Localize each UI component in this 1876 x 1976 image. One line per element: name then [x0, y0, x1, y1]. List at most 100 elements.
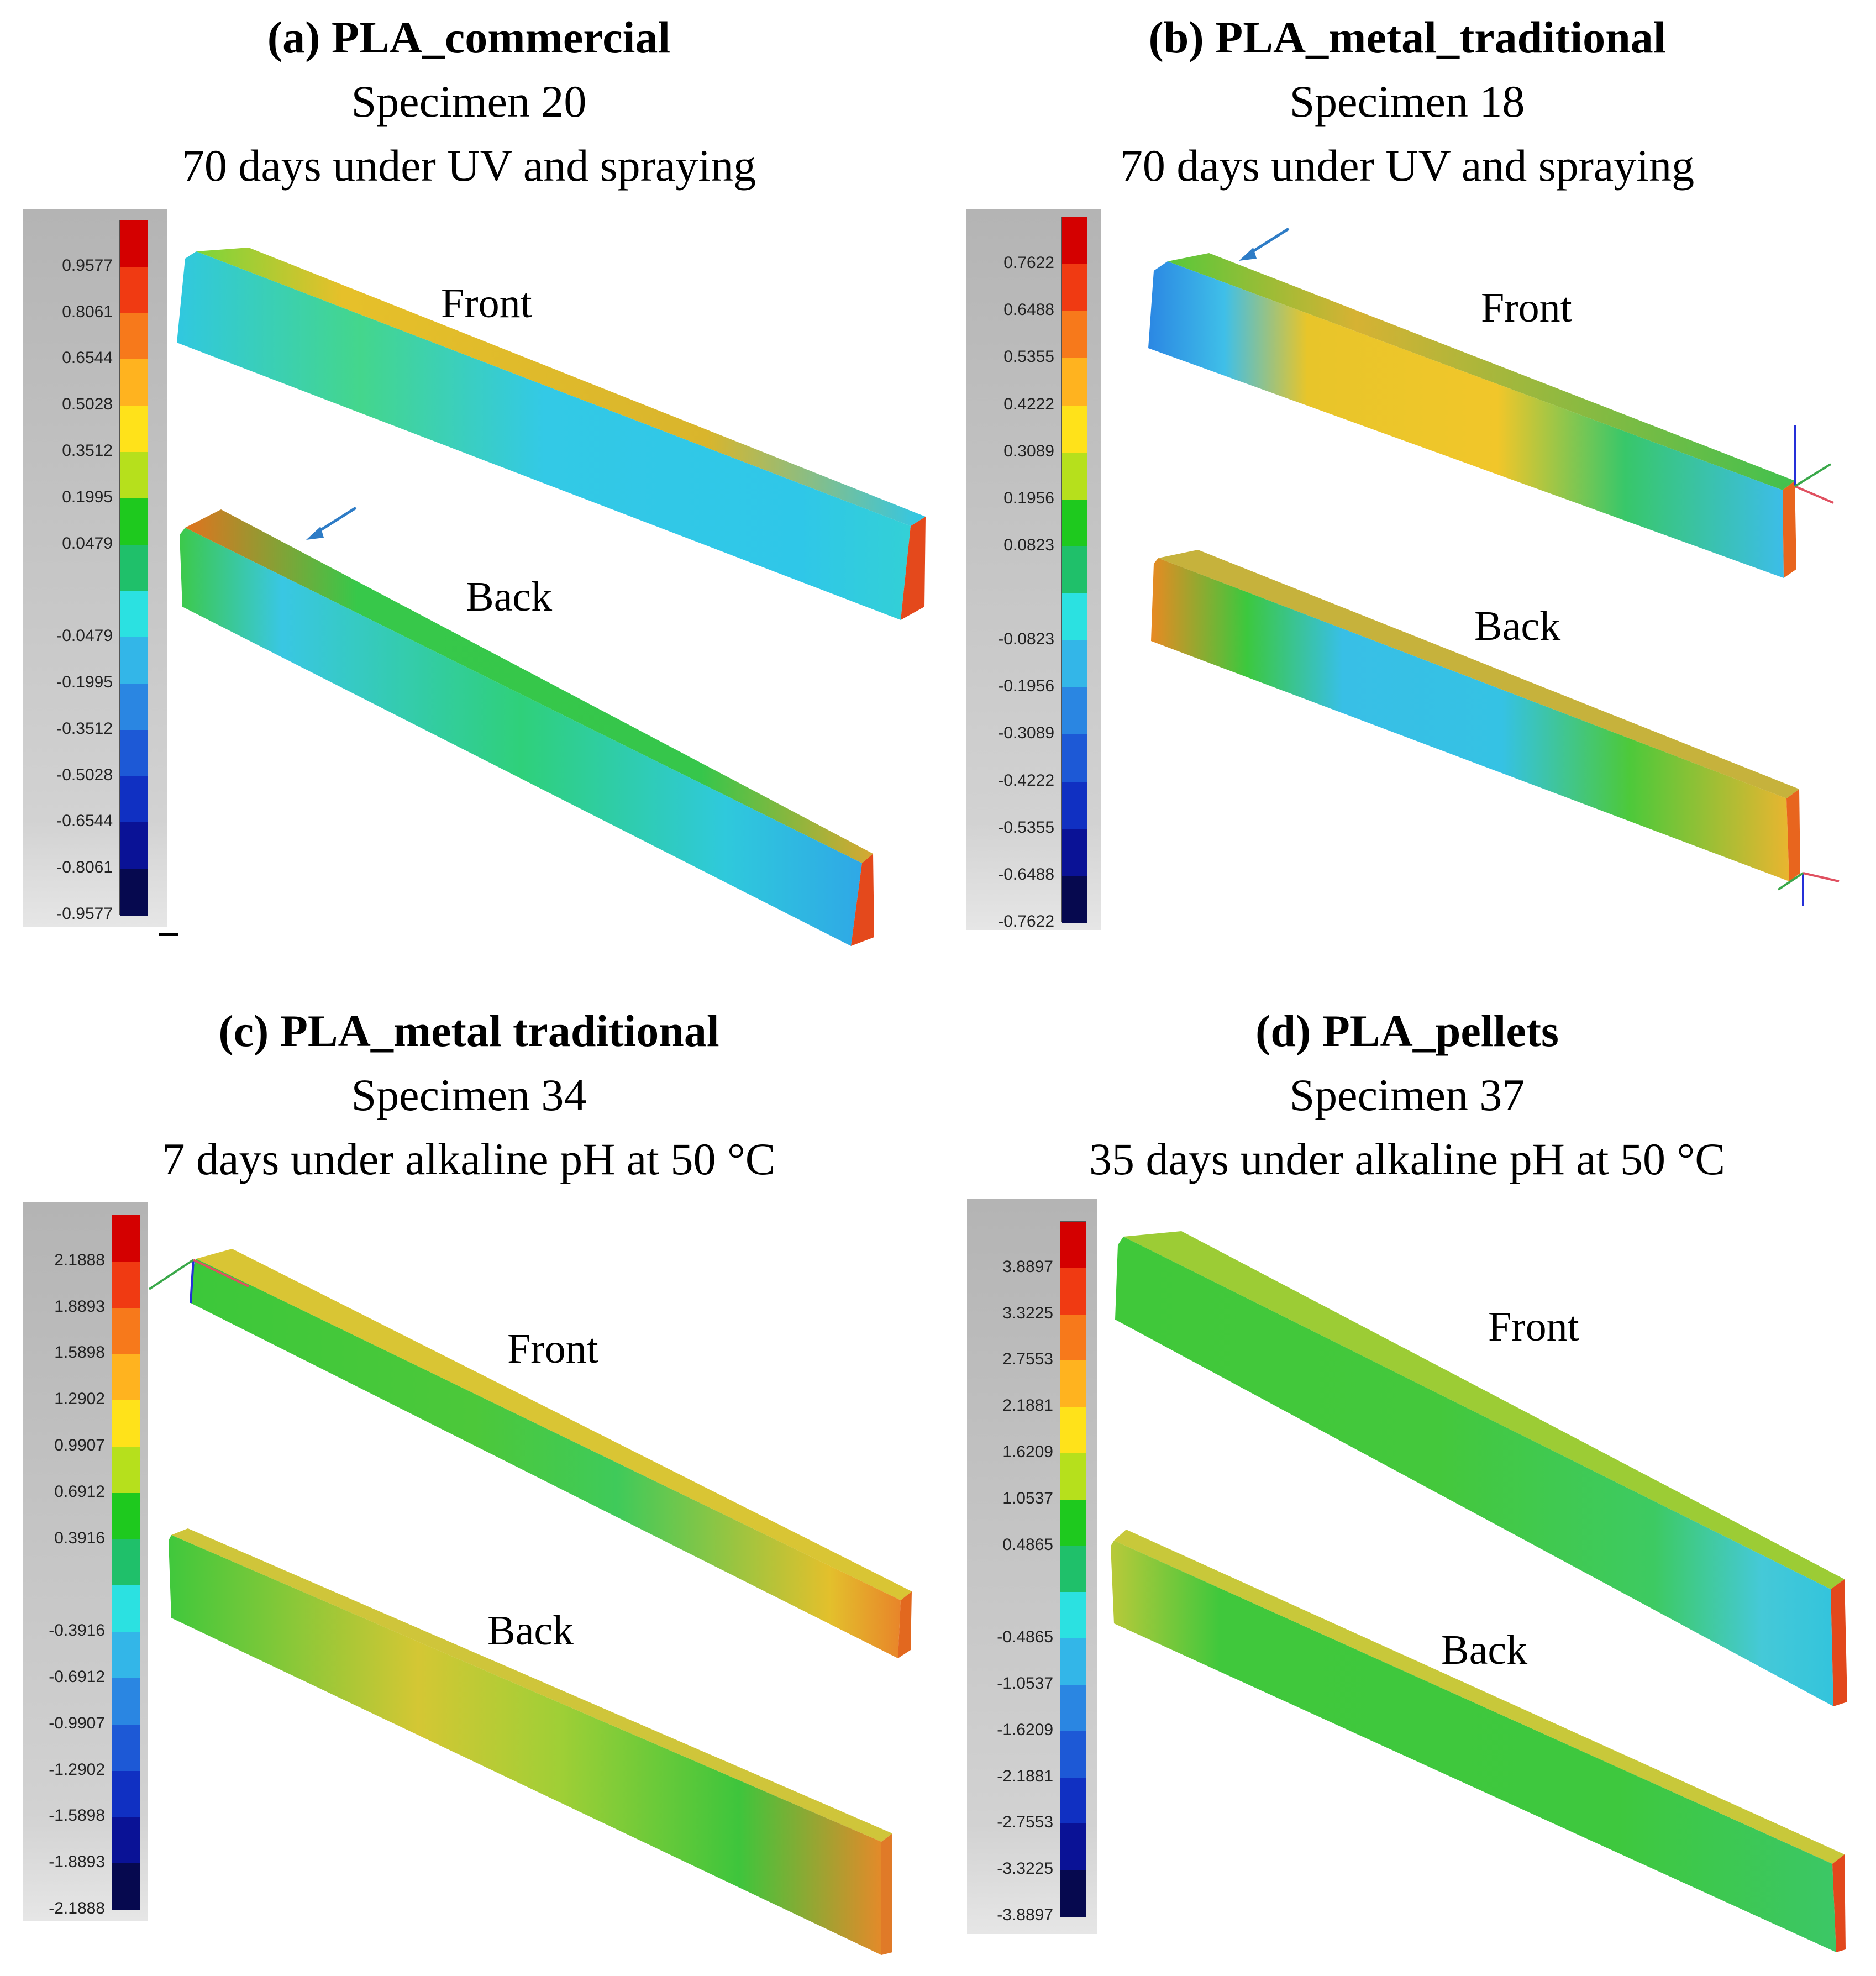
scale-tick-label: 0.9907: [54, 1436, 105, 1454]
scale-segment: [112, 1817, 140, 1864]
scale-segment: [1060, 1407, 1086, 1454]
scale-segment: [120, 591, 148, 638]
scale-tick-label: -0.3089: [998, 724, 1054, 743]
scale-tick-label: -0.1995: [56, 673, 113, 691]
scale-tick-label: -0.8061: [56, 858, 113, 877]
scale-tick-label: -0.0479: [56, 627, 113, 645]
scale-tick-label: -2.1881: [997, 1767, 1053, 1785]
scale-segment: [1060, 1360, 1086, 1408]
axis-triad-icon: [148, 1259, 249, 1304]
panel-c-back-face: [169, 1535, 881, 1955]
panel-b-back-end: [1786, 789, 1800, 881]
scale-tick-label: -0.7622: [998, 912, 1054, 931]
scale-segment: [1062, 640, 1087, 689]
scale-segment: [1060, 1268, 1086, 1315]
scale-segment: [120, 869, 148, 916]
scale-segment: [1062, 405, 1087, 453]
scale-tick-label: -0.5355: [998, 818, 1054, 837]
scale-segment: [112, 1539, 140, 1586]
panel-c-back-top: [171, 1528, 892, 1842]
scale-segment: [112, 1492, 140, 1540]
scale-segment: [112, 1585, 140, 1633]
panel-d-front-label: Front: [1488, 1304, 1579, 1350]
panel-d-back-top: [1114, 1530, 1845, 1864]
scale-segment: [112, 1447, 140, 1494]
axis-triad-icon: [1777, 425, 1840, 906]
scale-tick-label: 0.3512: [62, 442, 113, 460]
scale-tick-label: 0.6912: [54, 1482, 105, 1501]
scale-segment: [1062, 358, 1087, 406]
panel-b-front-face: [1148, 261, 1784, 578]
scale-tick-label: 0.9577: [62, 256, 113, 275]
scale-tick-label: 1.0537: [1002, 1489, 1053, 1507]
scale-tick-label: 0.5355: [1003, 348, 1054, 366]
scale-segment: [1062, 546, 1087, 595]
scale-tick-label: 2.1888: [54, 1250, 105, 1269]
scale-segment: [1060, 1823, 1086, 1871]
panel-c-scale-bar: [112, 1215, 140, 1910]
scale-tick-label: 1.2902: [54, 1390, 105, 1409]
scale-segment: [1062, 217, 1087, 265]
scale-segment: [1060, 1314, 1086, 1362]
panel-b-back-top: [1158, 550, 1799, 798]
scale-segment: [1062, 875, 1087, 923]
panel-b-specimen: Specimen 18: [1289, 76, 1525, 127]
panel-b: (b) PLA_metal_traditional Specimen 18 70…: [938, 0, 1876, 982]
scale-tick-label: 3.3225: [1002, 1304, 1053, 1322]
scale-tick-label: 0.0823: [1003, 535, 1054, 554]
scale-segment: [1062, 828, 1087, 876]
scale-tick-label: 0.0479: [62, 534, 113, 553]
scale-tick-label: 0.8061: [62, 302, 113, 321]
scale-tick-label: 0.1995: [62, 487, 113, 506]
scale-tick-label: -0.5028: [56, 765, 113, 784]
scale-tick-label: -1.6209: [997, 1720, 1053, 1739]
scale-segment: [1060, 1592, 1086, 1639]
panel-b-front-end: [1783, 481, 1796, 578]
scale-tick-label: -3.3225: [997, 1859, 1053, 1878]
scale-tick-label: -1.5898: [49, 1806, 105, 1825]
scale-segment: [120, 266, 148, 314]
scale-tick-label: -0.9577: [56, 905, 113, 923]
panel-b-color-scale: 0.7622 0.6488 0.5355 0.4222 0.3089 0.1956 0.08…: [966, 209, 1101, 931]
scale-segment: [112, 1400, 140, 1447]
scale-segment: [1060, 1499, 1086, 1547]
panel-c-back-end: [881, 1833, 892, 1955]
scale-segment: [1060, 1870, 1086, 1917]
scale-tick-label: 0.3089: [1003, 442, 1054, 460]
scale-tick-label: 0.7622: [1003, 254, 1054, 272]
scale-segment: [1062, 687, 1087, 735]
panel-a-color-scale: 0.9577 0.8061 0.6544 0.5028 0.3512 0.1995 0.04…: [23, 209, 167, 927]
scale-tick-label: 0.6488: [1003, 301, 1054, 319]
scale-tick-label: 0.3916: [54, 1528, 105, 1547]
scale-tick-label: -0.6912: [49, 1668, 105, 1686]
scale-tick-label: -0.9907: [49, 1714, 105, 1732]
scale-segment: [1062, 593, 1087, 642]
panel-b-back-label: Back: [1474, 603, 1561, 649]
panel-d-color-scale: 3.8897 3.3225 2.7553 2.1881 1.6209 1.0537 0.48…: [967, 1199, 1097, 1934]
panel-d-scale-bar: [1060, 1221, 1086, 1917]
panel-c-title: (c) PLA_metal traditional: [218, 1006, 719, 1056]
panel-d-front-end: [1831, 1579, 1847, 1706]
scale-segment: [1062, 734, 1087, 782]
panel-a-minus-mark: [159, 933, 178, 936]
scale-segment: [120, 684, 148, 731]
scale-tick-label: -1.8893: [49, 1853, 105, 1872]
panel-a-specimen: Specimen 20: [351, 76, 587, 127]
panel-b-specimen-image: [1148, 253, 1840, 906]
scale-segment: [1062, 452, 1087, 500]
scale-segment: [120, 776, 148, 823]
scale-segment: [120, 406, 148, 453]
scale-tick-label: -1.2902: [49, 1760, 105, 1779]
panel-b-scale-bar: [1061, 217, 1087, 923]
scale-segment: [120, 313, 148, 360]
scale-tick-label: -1.0537: [997, 1674, 1053, 1693]
scale-tick-label: 0.4865: [1002, 1535, 1053, 1554]
scale-segment: [112, 1354, 140, 1401]
panel-b-front-label: Front: [1481, 285, 1572, 331]
scale-segment: [112, 1261, 140, 1308]
scale-tick-label: 2.1881: [1002, 1396, 1053, 1415]
scale-tick-label: 1.8893: [54, 1297, 105, 1316]
scale-tick-label: 3.8897: [1002, 1257, 1053, 1276]
scale-tick-label: 1.5898: [54, 1343, 105, 1362]
scale-tick-label: 1.6209: [1002, 1443, 1053, 1461]
